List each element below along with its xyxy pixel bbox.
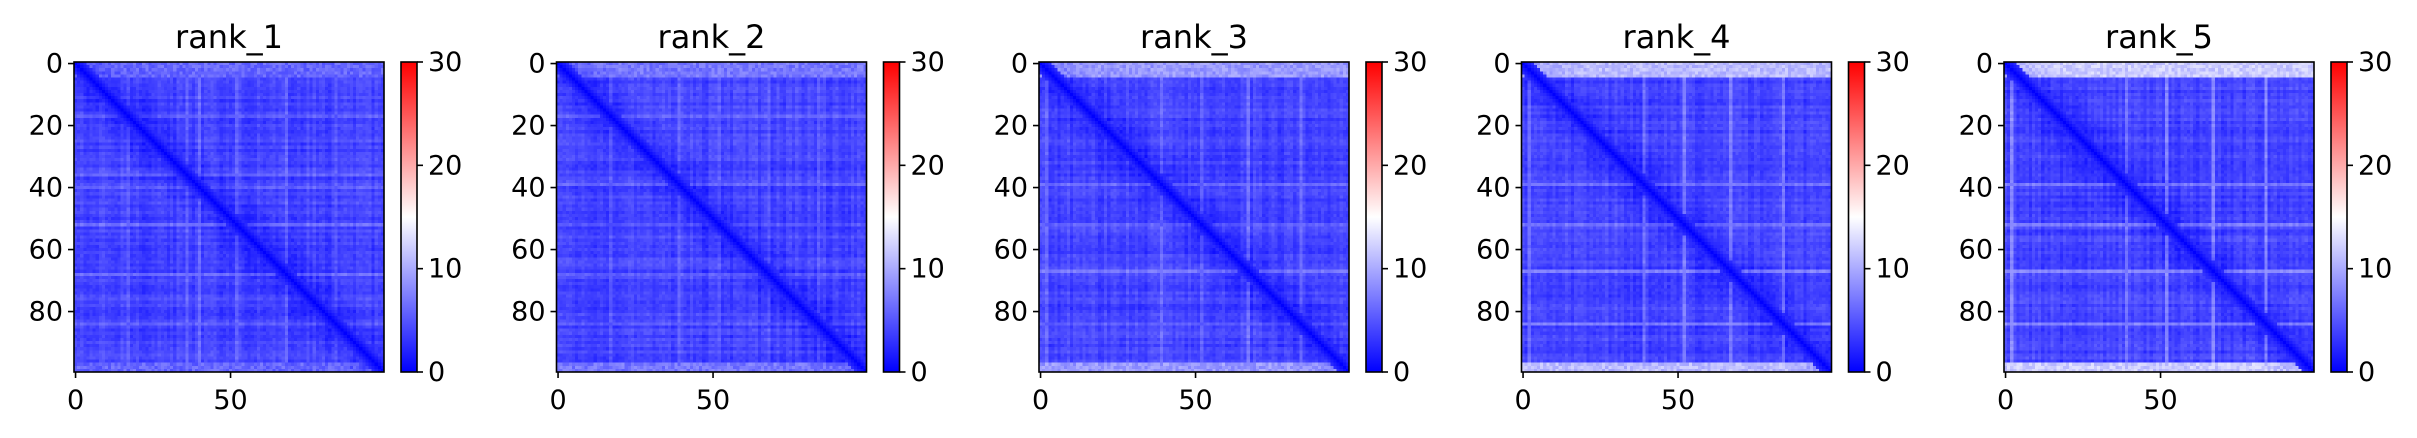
- colorbar-frame: [400, 61, 418, 373]
- heatmap-cells: [1039, 62, 1349, 372]
- x-tick-label: 50: [1178, 385, 1212, 416]
- y-tick-label: 60: [994, 235, 1028, 266]
- colorbar-tick-label: 10: [911, 254, 945, 285]
- heatmap-cells: [74, 62, 384, 372]
- y-tick-label: 60: [29, 235, 63, 266]
- colorbar-tick-label: 30: [1876, 47, 1910, 78]
- heatmap-panel: rank_2 0 20 40 60 80 0 50 0 10 20 30: [511, 18, 945, 416]
- heatmap-cells: [2004, 62, 2314, 372]
- x-tick-label: 0: [1514, 385, 1531, 416]
- colorbar-frame: [1365, 61, 1383, 373]
- heatmap-frame: [1520, 61, 1833, 373]
- y-tick-label: 20: [1476, 111, 1510, 142]
- panel-title: rank_4: [1623, 18, 1731, 56]
- y-tick-label: 0: [46, 49, 63, 80]
- colorbar-tick-label: 0: [1393, 357, 1410, 388]
- x-tick-label: 50: [1661, 385, 1695, 416]
- y-tick-label: 80: [1476, 297, 1510, 328]
- y-tick-label: 80: [511, 297, 545, 328]
- y-tick-label: 40: [1959, 173, 1993, 204]
- colorbar: [883, 62, 900, 372]
- colorbar-tick-label: 20: [1876, 150, 1910, 181]
- colorbar-tick-label: 0: [911, 357, 928, 388]
- panel-title: rank_2: [658, 18, 766, 56]
- heatmap-frame: [2003, 61, 2315, 373]
- colorbar-tick-label: 10: [1393, 254, 1427, 285]
- panel-title: rank_3: [1140, 18, 1248, 56]
- colorbar-tick-label: 0: [1876, 357, 1893, 388]
- colorbar: [401, 62, 417, 372]
- heatmap-frame: [73, 61, 385, 373]
- x-tick-label: 50: [696, 385, 730, 416]
- y-tick-label: 40: [994, 173, 1028, 204]
- heatmap-panel: rank_3 0 20 40 60 80 0 50 0 10 20 30: [994, 18, 1428, 416]
- y-tick-label: 40: [29, 173, 63, 204]
- heatmap-cells: [556, 62, 867, 372]
- colorbar-tick-label: 0: [2358, 357, 2375, 388]
- heatmap-panel: rank_4 0 20 40 60 80 0 50 0 10 20 30: [1476, 18, 1910, 416]
- y-tick-label: 80: [1959, 297, 1993, 328]
- y-tick-label: 40: [1476, 173, 1510, 204]
- x-tick-label: 0: [1997, 385, 2014, 416]
- y-tick-label: 60: [511, 235, 545, 266]
- x-tick-label: 0: [1032, 385, 1049, 416]
- colorbar-frame: [2330, 61, 2348, 373]
- y-tick-label: 20: [29, 111, 63, 142]
- x-tick-label: 0: [67, 385, 84, 416]
- colorbar: [1848, 62, 1865, 372]
- y-tick-label: 20: [511, 111, 545, 142]
- colorbar-tick-label: 20: [2358, 150, 2392, 181]
- colorbar-tick-label: 20: [911, 150, 945, 181]
- x-tick-label: 50: [213, 385, 247, 416]
- colorbar-tick-label: 30: [2358, 47, 2392, 78]
- y-tick-label: 60: [1476, 235, 1510, 266]
- panel-title: rank_5: [2105, 18, 2213, 56]
- y-tick-label: 60: [1959, 235, 1993, 266]
- y-tick-label: 0: [1976, 49, 1993, 80]
- colorbar-tick-label: 30: [911, 47, 945, 78]
- heatmap-cells: [1521, 62, 1832, 372]
- colorbar-tick-label: 20: [1393, 150, 1427, 181]
- colorbar-tick-label: 10: [2358, 254, 2392, 285]
- y-tick-label: 40: [511, 173, 545, 204]
- panel-title: rank_1: [175, 18, 283, 56]
- colorbar-tick-label: 30: [1393, 47, 1427, 78]
- y-tick-label: 80: [994, 297, 1028, 328]
- colorbar-tick-label: 10: [428, 254, 462, 285]
- y-tick-label: 0: [1493, 49, 1510, 80]
- colorbar-tick-label: 0: [428, 357, 445, 388]
- y-tick-label: 20: [1959, 111, 1993, 142]
- colorbar-frame: [1847, 61, 1866, 373]
- colorbar-frame: [882, 61, 901, 373]
- y-tick-label: 80: [29, 297, 63, 328]
- x-tick-label: 0: [549, 385, 566, 416]
- y-tick-label: 20: [994, 111, 1028, 142]
- colorbar-tick-label: 10: [1876, 254, 1910, 285]
- colorbar-tick-label: 30: [428, 47, 462, 78]
- heatmap-frame: [555, 61, 868, 373]
- heatmap-panel: rank_5 0 20 40 60 80 0 50 0 10 20 30: [1959, 18, 2393, 416]
- y-tick-label: 0: [1011, 49, 1028, 80]
- heatmap-frame: [1038, 61, 1350, 373]
- colorbar: [1366, 62, 1382, 372]
- colorbar-tick-label: 20: [428, 150, 462, 181]
- heatmap-panel: rank_1 0 20 40 60 80 0 50 0 10 20 30: [29, 18, 463, 416]
- x-tick-label: 50: [2143, 385, 2177, 416]
- colorbar: [2331, 62, 2347, 372]
- y-tick-label: 0: [528, 49, 545, 80]
